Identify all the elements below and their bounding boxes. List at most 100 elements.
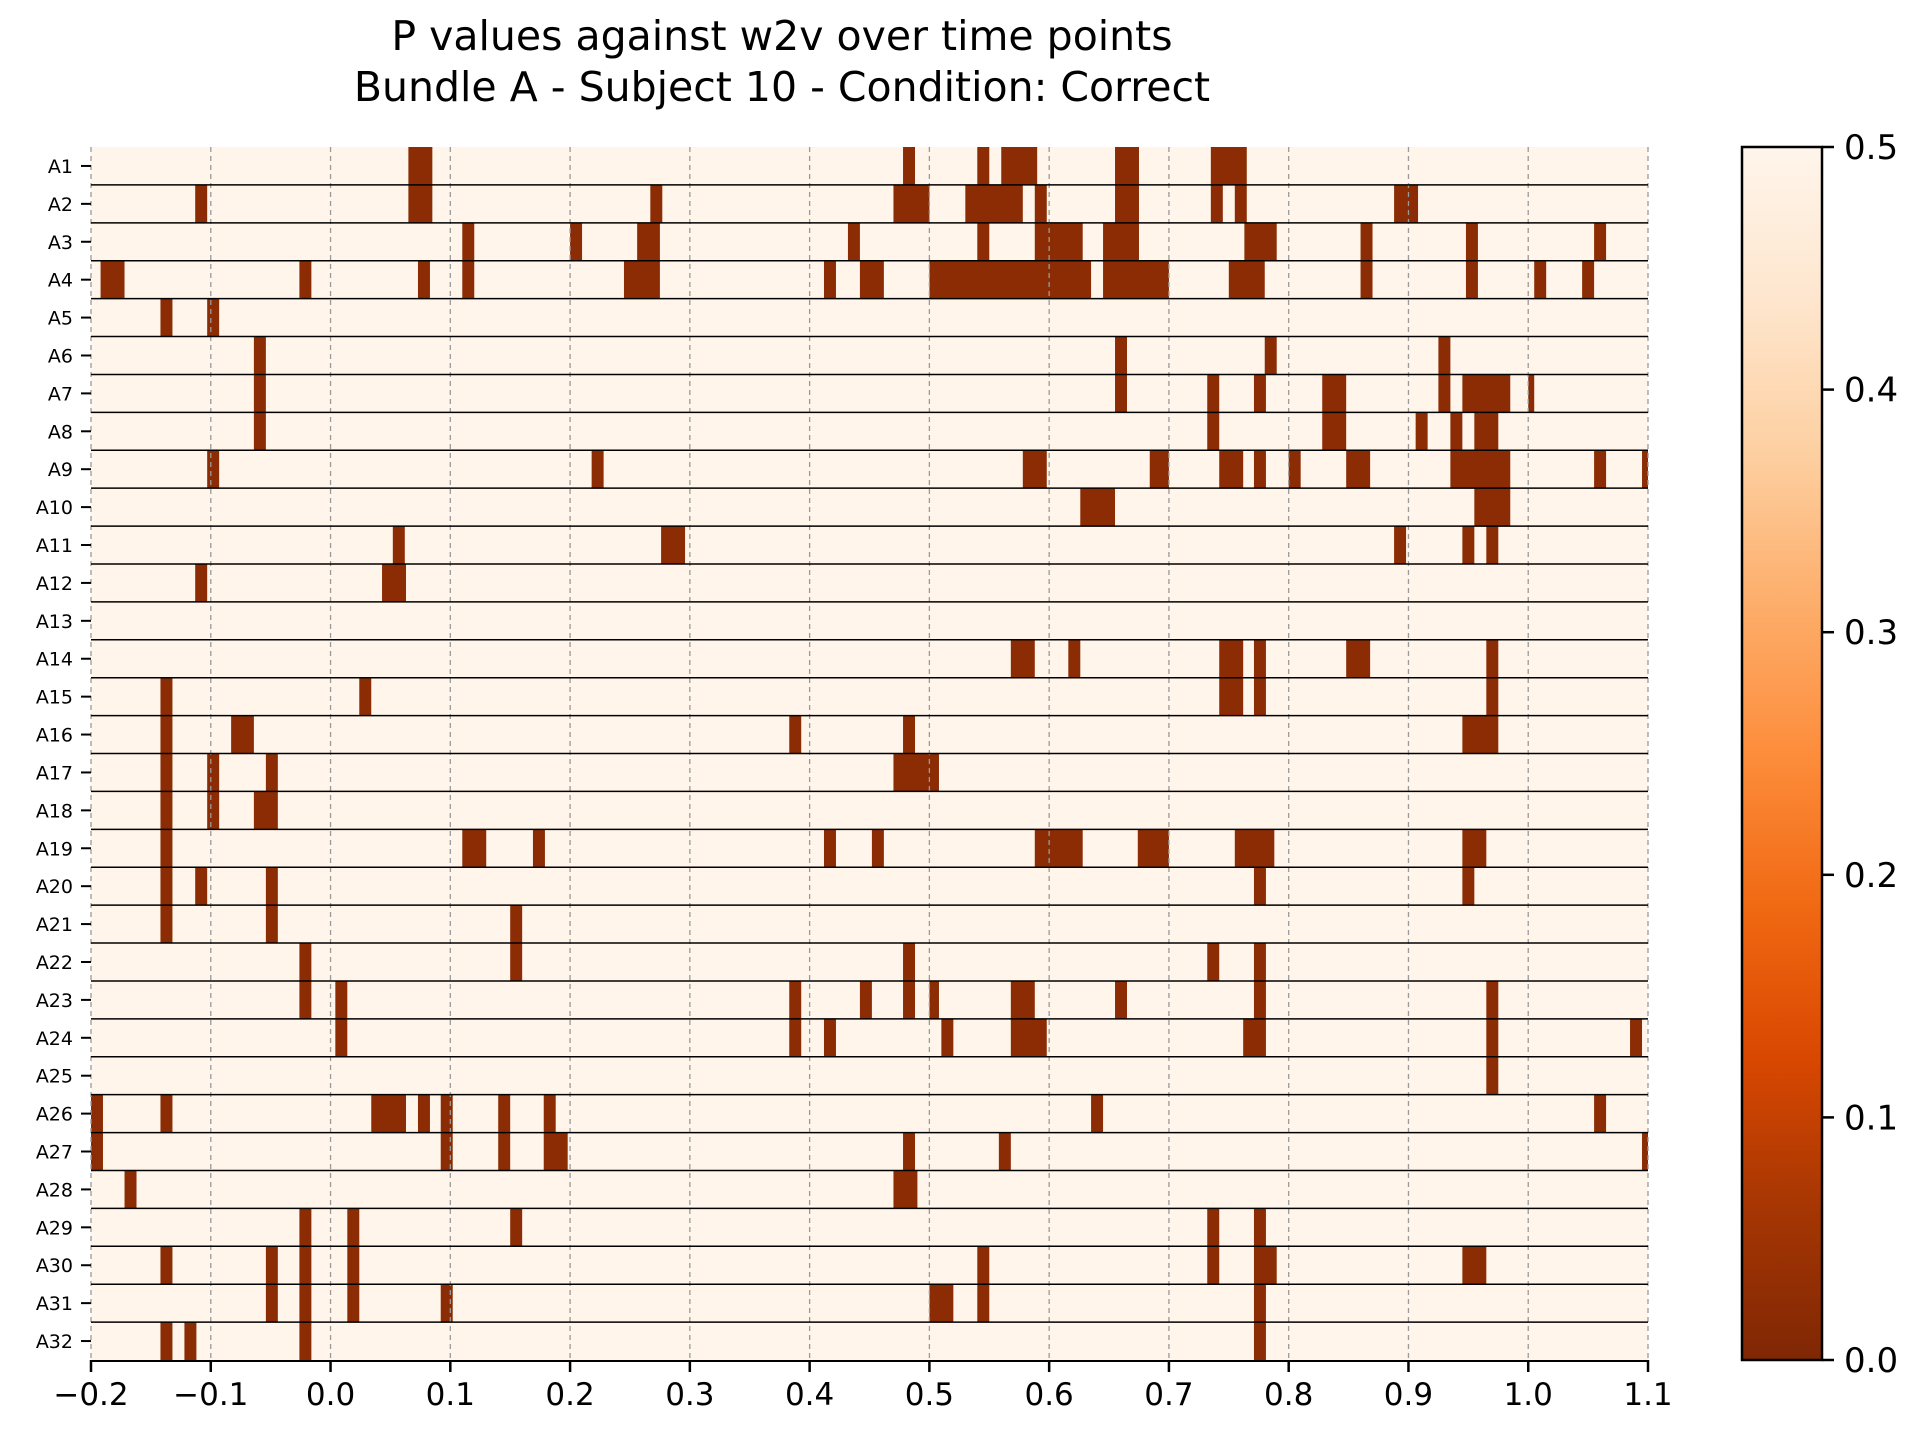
heatmap-cell: [823, 1018, 836, 1057]
heatmap-cell: [1068, 639, 1081, 678]
heatmap-cell: [1438, 336, 1451, 375]
heatmap-cell: [1207, 374, 1220, 413]
heatmap-cell: [160, 1094, 173, 1133]
x-tick-label: 0.4: [785, 1377, 834, 1413]
heatmap-cell: [1450, 412, 1463, 451]
heatmap-cell: [847, 222, 860, 261]
heatmap-cell: [903, 715, 916, 754]
heatmap-cell: [160, 905, 173, 944]
heatmap-cell: [124, 1170, 137, 1209]
heatmap-row-cell: [91, 298, 1648, 337]
x-tick-label: 0.3: [665, 1377, 714, 1413]
heatmap-row-cell: [91, 1246, 1648, 1285]
heatmap-cell: [265, 867, 278, 906]
colorbar-gradient: [1740, 145, 1824, 1362]
heatmap-cell: [893, 1170, 918, 1209]
heatmap-cell: [1080, 488, 1116, 527]
heatmap-cell: [903, 147, 916, 185]
heatmap-cell: [253, 791, 278, 830]
y-tick-label: A22: [36, 952, 73, 974]
x-tick-label: 0.8: [1264, 1377, 1313, 1413]
heatmap-cell: [859, 980, 872, 1019]
heatmap-plot-area: A1 A2 A3 A4 A5 A6 A7 A8 A9 A10 A11 A12 A13 A14 A15 A16 A…: [36, 147, 1673, 1413]
y-tick-label: A32: [36, 1331, 73, 1353]
heatmap-cell: [440, 1132, 453, 1171]
heatmap-cell: [299, 980, 312, 1019]
heatmap-cell: [1462, 526, 1475, 564]
heatmap-cell: [1034, 222, 1083, 261]
y-tick-label: A16: [36, 725, 73, 747]
heatmap-cell: [253, 374, 266, 413]
heatmap-cell: [1253, 374, 1266, 413]
heatmap-cell: [417, 260, 430, 299]
heatmap-row-cell: [91, 374, 1648, 413]
heatmap-cell: [1207, 412, 1220, 451]
heatmap-cell: [1394, 526, 1407, 564]
heatmap-cell: [160, 1322, 173, 1360]
heatmap-cell: [1642, 450, 1648, 489]
heatmap-row-cell: [91, 563, 1648, 602]
heatmap-cell: [1103, 222, 1139, 261]
x-tick-label: 1.1: [1623, 1377, 1672, 1413]
heatmap-cell: [1253, 867, 1266, 906]
heatmap-row-cell: [91, 1094, 1648, 1133]
heatmap-cell: [100, 260, 125, 299]
y-tick-label: A3: [48, 232, 73, 254]
heatmap-cell: [965, 184, 1023, 223]
heatmap-row-cell: [91, 715, 1648, 754]
colorbar-tick-label: 0.5: [1844, 128, 1898, 168]
y-tick-label: A15: [36, 687, 73, 709]
heatmap-cell: [1001, 147, 1038, 185]
heatmap-cell: [510, 905, 523, 944]
heatmap-row-cell: [91, 943, 1648, 981]
heatmap-cell: [1594, 450, 1607, 489]
y-tick-label: A25: [36, 1066, 73, 1088]
heatmap-cell: [1394, 184, 1419, 223]
y-tick-label: A11: [36, 535, 73, 557]
heatmap-cell: [1594, 1094, 1607, 1133]
heatmap-cell: [1010, 980, 1035, 1019]
heatmap-cell: [1243, 1018, 1266, 1057]
heatmap-cell: [1137, 829, 1169, 868]
heatmap-cell: [1234, 184, 1247, 223]
heatmap-cell: [1219, 639, 1244, 678]
heatmap-cell: [1091, 1094, 1104, 1133]
y-tick-label: A2: [48, 194, 73, 216]
heatmap-cell: [1486, 526, 1499, 564]
heatmap-cell: [1346, 450, 1371, 489]
y-tick-label: A23: [36, 990, 73, 1012]
heatmap-cell: [903, 980, 916, 1019]
heatmap-cell: [1534, 260, 1547, 299]
heatmap-cell: [498, 1132, 511, 1171]
heatmap-cell: [977, 147, 990, 185]
heatmap-cell: [1462, 1246, 1487, 1285]
heatmap-cell: [417, 1094, 430, 1133]
heatmap-row-cell: [91, 147, 1648, 185]
heatmap-cell: [299, 260, 312, 299]
heatmap-row-cell: [91, 450, 1648, 489]
heatmap-cell: [1594, 222, 1607, 261]
heatmap-cell: [1360, 260, 1373, 299]
heatmap-cell: [1228, 260, 1265, 299]
heatmap-cell: [160, 829, 173, 868]
heatmap-row-cell: [91, 1322, 1648, 1360]
heatmap-cell: [382, 563, 406, 602]
heatmap-cell: [347, 1284, 360, 1323]
heatmap-cell: [253, 336, 266, 375]
heatmap-cell: [408, 147, 433, 185]
heatmap-cell: [1034, 829, 1083, 868]
heatmap-cell: [253, 412, 266, 451]
heatmap-cell: [929, 260, 1092, 299]
heatmap-cell: [265, 905, 278, 944]
x-tick-label: 0.7: [1144, 1377, 1193, 1413]
heatmap-cell: [789, 1018, 802, 1057]
heatmap-cell: [1462, 867, 1475, 906]
heatmap-cell: [265, 753, 278, 792]
heatmap-cell: [299, 1208, 312, 1247]
heatmap-row-cell: [91, 677, 1648, 716]
heatmap-cell: [510, 943, 523, 981]
heatmap-cell: [1149, 450, 1169, 489]
heatmap-cell: [1346, 639, 1371, 678]
y-tick-label: A19: [36, 838, 73, 860]
